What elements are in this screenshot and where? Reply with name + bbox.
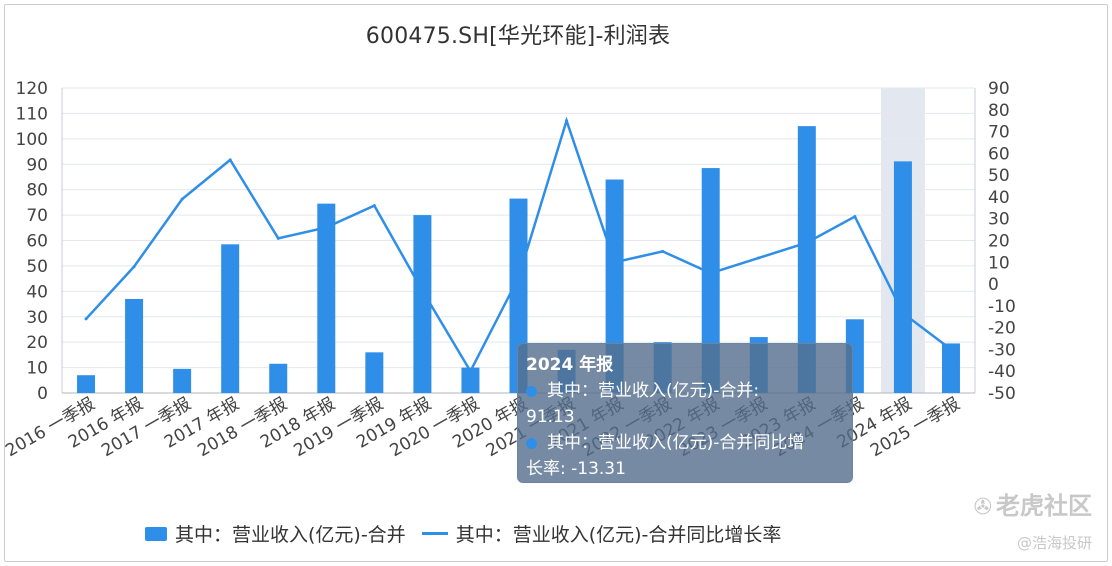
tiger-logo-icon: ✇ (973, 495, 992, 520)
chart-title: 600475.SH[华光环能]-利润表 (365, 24, 671, 49)
tooltip-row1-label: 其中：营业收入(亿元)-合并: (547, 381, 760, 401)
growth-point (949, 347, 953, 351)
bar (797, 126, 816, 393)
tooltip-row2-value: 长率: -13.31 (526, 459, 626, 479)
growth-point (420, 289, 424, 293)
growth-point (853, 215, 857, 219)
bar (221, 244, 240, 393)
y-left-tick-label: 30 (26, 308, 48, 328)
y-right-tick-label: 70 (988, 123, 1010, 143)
y-left-tick-label: 50 (26, 257, 48, 277)
chart-tooltip: 2024 年报 其中：营业收入(亿元)-合并: 91.13 其中：营业收入(亿元… (517, 343, 853, 483)
legend-bar-label: 其中：营业收入(亿元)-合并 (175, 524, 406, 546)
bar (605, 179, 624, 393)
legend-line-label: 其中：营业收入(亿元)-合并同比增长率 (455, 524, 782, 546)
growth-point (661, 249, 665, 253)
growth-point (757, 256, 761, 260)
y-left-tick-label: 20 (26, 333, 48, 353)
y-right-tick-label: 90 (988, 79, 1010, 99)
y-right-tick-label: -20 (988, 319, 1016, 339)
growth-point (132, 265, 136, 269)
growth-point (180, 197, 184, 201)
y-right-tick-label: 20 (988, 232, 1010, 252)
bar (413, 215, 432, 393)
growth-point (613, 260, 617, 264)
tooltip-title: 2024 年报 (526, 355, 614, 375)
watermark-author: @浩海投研 (1016, 534, 1092, 552)
y-left-tick-label: 70 (26, 206, 48, 226)
y-right-tick-label: -30 (988, 340, 1016, 360)
bar (173, 368, 192, 393)
growth-point (709, 271, 713, 275)
y-right-tick-label: -10 (988, 297, 1016, 317)
chart-legend: 其中：营业收入(亿元)-合并 其中：营业收入(亿元)-合并同比增长率 (145, 520, 797, 547)
y-right-tick-label: -40 (988, 362, 1016, 382)
y-left-tick-label: 60 (26, 232, 48, 252)
y-right-tick-label: 30 (988, 210, 1010, 230)
y-right-tick-label: 50 (988, 166, 1010, 186)
y-left-tick-label: 10 (26, 359, 48, 379)
growth-point (517, 276, 520, 280)
y-right-tick-label: 10 (988, 253, 1010, 273)
growth-point (372, 204, 376, 208)
growth-point (324, 225, 328, 229)
bar (701, 168, 720, 393)
bar (461, 367, 480, 393)
tooltip-dot-icon (526, 385, 537, 397)
bar (269, 363, 288, 393)
tooltip-row1-value: 91.13 (526, 407, 575, 427)
bar (941, 343, 960, 393)
growth-point (901, 311, 905, 315)
bar (365, 352, 384, 393)
bar (77, 375, 96, 393)
legend-item-line[interactable]: 其中：营业收入(亿元)-合并同比增长率 (421, 520, 782, 547)
growth-point (468, 369, 472, 373)
y-left-tick-label: 0 (37, 384, 48, 404)
bar (893, 161, 912, 393)
y-right-tick-label: 40 (988, 188, 1010, 208)
growth-point (276, 236, 280, 240)
y-left-tick-label: 90 (26, 155, 48, 175)
tooltip-row2-label: 其中：营业收入(亿元)-合并同比增 (547, 433, 805, 453)
y-left-tick-label: 110 (16, 104, 48, 124)
growth-point (228, 158, 232, 162)
y-left-tick-label: 100 (16, 130, 48, 150)
growth-point (565, 119, 569, 123)
y-left-tick-label: 40 (26, 282, 48, 302)
y-left-tick-label: 80 (26, 181, 48, 201)
growth-point (805, 241, 809, 245)
y-right-tick-label: 60 (988, 144, 1010, 164)
y-left-tick-label: 120 (16, 79, 48, 99)
growth-point (84, 317, 88, 321)
bar (125, 298, 144, 393)
y-right-tick-label: 80 (988, 101, 1010, 121)
bar-swatch-icon (145, 526, 167, 541)
legend-item-bar[interactable]: 其中：营业收入(亿元)-合并 (145, 520, 406, 547)
y-right-tick-label: 0 (988, 275, 999, 295)
tooltip-dot-icon (526, 437, 537, 449)
bar (317, 203, 336, 393)
line-swatch-icon (421, 532, 448, 535)
y-right-tick-label: -50 (988, 384, 1016, 404)
watermark-brand: ✇ 老虎社区 (973, 492, 1092, 520)
